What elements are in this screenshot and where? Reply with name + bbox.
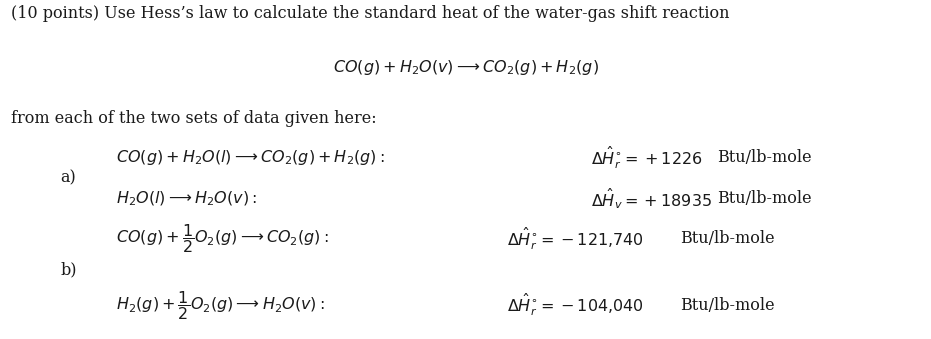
Text: a): a) <box>61 170 76 186</box>
Text: $\Delta\hat{H}^{\circ}_r=-121{,}740$: $\Delta\hat{H}^{\circ}_r=-121{,}740$ <box>507 226 644 252</box>
Text: $\Delta\hat{H}^{\circ}_r=+1226$: $\Delta\hat{H}^{\circ}_r=+1226$ <box>591 144 703 171</box>
Text: $H_2(g)+\dfrac{1}{2}O_2(g)\longrightarrow H_2O(v):$: $H_2(g)+\dfrac{1}{2}O_2(g)\longrightarro… <box>116 288 325 322</box>
Text: $CO(g)+H_2O(v)\longrightarrow CO_2(g)+H_2(g)$: $CO(g)+H_2O(v)\longrightarrow CO_2(g)+H_… <box>332 58 599 77</box>
Text: $\Delta\hat{H}_v=+18935$: $\Delta\hat{H}_v=+18935$ <box>591 186 712 211</box>
Text: $CO(g)+H_2O(l)\longrightarrow CO_2(g)+H_2(g):$: $CO(g)+H_2O(l)\longrightarrow CO_2(g)+H_… <box>116 148 385 167</box>
Text: Btu/lb-mole: Btu/lb-mole <box>717 149 812 166</box>
Text: $CO(g)+\dfrac{1}{2}O_2(g)\longrightarrow CO_2(g):$: $CO(g)+\dfrac{1}{2}O_2(g)\longrightarrow… <box>116 222 330 256</box>
Text: $H_2O(l)\longrightarrow H_2O(v):$: $H_2O(l)\longrightarrow H_2O(v):$ <box>116 189 258 207</box>
Text: b): b) <box>61 261 77 278</box>
Text: (10 points) Use Hess’s law to calculate the standard heat of the water-gas shift: (10 points) Use Hess’s law to calculate … <box>11 5 730 22</box>
Text: Btu/lb-mole: Btu/lb-mole <box>680 231 775 247</box>
Text: Btu/lb-mole: Btu/lb-mole <box>717 190 812 207</box>
Text: Btu/lb-mole: Btu/lb-mole <box>680 297 775 314</box>
Text: $\Delta\hat{H}^{\circ}_r=-104{,}040$: $\Delta\hat{H}^{\circ}_r=-104{,}040$ <box>507 292 644 318</box>
Text: from each of the two sets of data given here:: from each of the two sets of data given … <box>11 110 377 127</box>
